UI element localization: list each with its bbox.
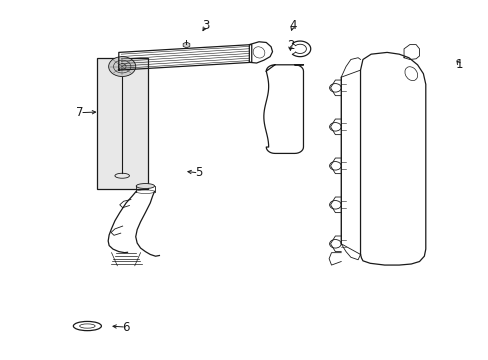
Ellipse shape <box>136 184 154 189</box>
Bar <box>97 58 147 189</box>
Text: 2: 2 <box>286 39 294 52</box>
Text: 5: 5 <box>195 166 202 179</box>
Text: 7: 7 <box>76 106 84 119</box>
Circle shape <box>108 57 136 77</box>
Text: 6: 6 <box>122 321 129 334</box>
Text: 3: 3 <box>202 19 209 32</box>
Text: 1: 1 <box>455 58 463 71</box>
Text: 4: 4 <box>288 19 296 32</box>
